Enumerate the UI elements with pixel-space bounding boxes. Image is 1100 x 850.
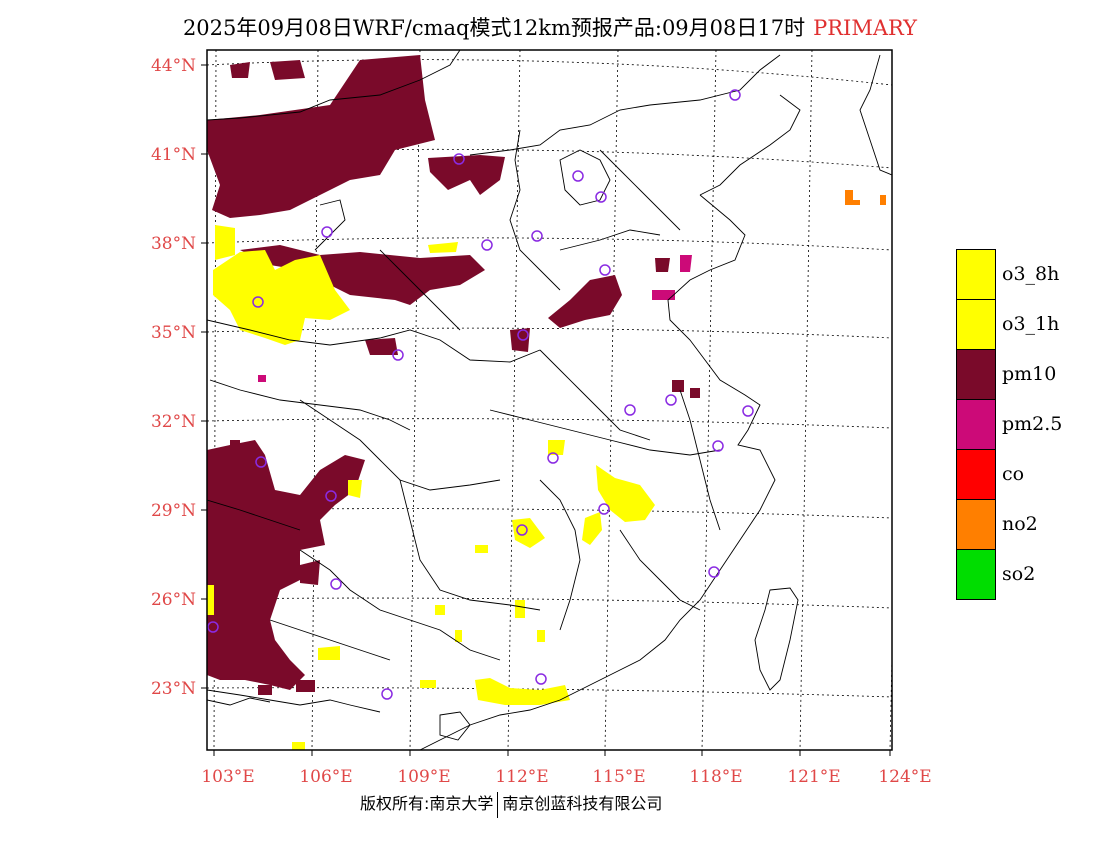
lat-label: 23°N [151, 679, 196, 699]
station-marker [708, 566, 720, 578]
legend-label: pm10 [1002, 363, 1057, 385]
legend-item: co [956, 449, 1076, 500]
legend-swatch [956, 299, 996, 350]
map-plot-area [207, 50, 892, 750]
legend-swatch [956, 249, 996, 300]
legend-swatch [956, 449, 996, 500]
station-marker [598, 503, 610, 515]
station-marker [392, 349, 404, 361]
pm25-patches [258, 255, 692, 382]
lon-label: 118°E [689, 767, 742, 787]
legend-label: no2 [1002, 513, 1038, 535]
station-marker [742, 405, 754, 417]
lon-label: 124°E [878, 767, 931, 787]
station-marker [595, 191, 607, 203]
station-marker [321, 226, 333, 238]
station-marker [381, 688, 393, 700]
legend-label: pm2.5 [1002, 413, 1063, 435]
lat-label: 44°N [151, 56, 196, 76]
lon-label: 106°E [299, 767, 352, 787]
legend-item: o3_8h [956, 249, 1076, 300]
lat-label: 26°N [151, 590, 196, 610]
lon-label: 112°E [495, 767, 548, 787]
map-title: 2025年09月08日WRF/cmaq模式12km预报产品:09月08日17时 P… [0, 12, 1100, 42]
lat-label: 32°N [151, 412, 196, 432]
copyright-company: 南京创蓝科技有限公司 [502, 794, 663, 813]
copyright-footer: 版权所有:南京大学 南京创蓝科技有限公司 [360, 790, 662, 818]
legend-swatch [956, 399, 996, 450]
copyright-owner: 版权所有:南京大学 [360, 794, 494, 813]
map-frame [206, 49, 893, 751]
station-marker [252, 296, 264, 308]
longitude-labels: 103°E 106°E 109°E 112°E 115°E 118°E 121°… [201, 767, 931, 787]
legend-item: so2 [956, 549, 1076, 600]
lat-label: 38°N [151, 234, 196, 254]
boundary-lines [207, 50, 892, 750]
title-text: 2025年09月08日WRF/cmaq模式12km预报产品:09月08日17时 [182, 16, 806, 40]
legend-label: co [1002, 463, 1025, 485]
legend-label: o3_8h [1002, 263, 1060, 285]
station-marker [517, 329, 529, 341]
legend-swatch [956, 549, 996, 600]
station-marker [531, 230, 543, 242]
station-marker [572, 170, 584, 182]
station-marker [665, 394, 677, 406]
lat-label: 29°N [151, 501, 196, 521]
legend-label: o3_1h [1002, 313, 1060, 335]
legend-swatch [956, 349, 996, 400]
lat-label: 35°N [151, 323, 196, 343]
station-marker [481, 239, 493, 251]
lon-label: 115°E [592, 767, 645, 787]
lon-label: 103°E [201, 767, 254, 787]
station-marker [207, 621, 219, 633]
station-markers [207, 89, 754, 700]
station-marker [255, 456, 267, 468]
footer-divider [497, 791, 499, 818]
pm10-patches [207, 55, 700, 695]
station-marker [599, 264, 611, 276]
lon-label: 109°E [397, 767, 450, 787]
station-marker [453, 153, 465, 165]
axis-ticks [201, 64, 891, 756]
legend-swatch [956, 499, 996, 550]
title-primary-tag: PRIMARY [813, 16, 918, 40]
station-marker [516, 524, 528, 536]
station-marker [547, 452, 559, 464]
station-marker [712, 440, 724, 452]
no2-patches [845, 190, 886, 205]
o3-patches [207, 225, 655, 750]
lon-label: 121°E [787, 767, 840, 787]
station-marker [325, 490, 337, 502]
lat-label: 41°N [151, 145, 196, 165]
station-marker [535, 673, 547, 685]
legend-label: so2 [1002, 563, 1036, 585]
legend-item: no2 [956, 499, 1076, 550]
legend-item: pm2.5 [956, 399, 1076, 450]
station-marker [330, 578, 342, 590]
latitude-labels: 44°N 41°N 38°N 35°N 32°N 29°N 26°N 23°N [151, 56, 196, 699]
legend-item: pm10 [956, 349, 1076, 400]
station-marker [729, 89, 741, 101]
legend-item: o3_1h [956, 299, 1076, 350]
station-marker [624, 404, 636, 416]
pollutant-legend: o3_8h o3_1h pm10 pm2.5 co no2 so2 [956, 249, 1076, 600]
